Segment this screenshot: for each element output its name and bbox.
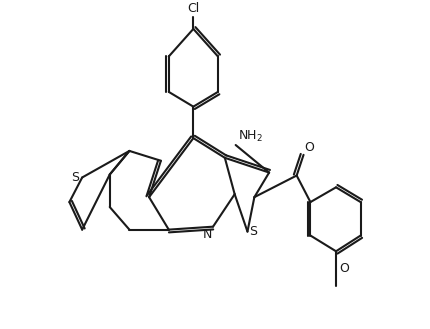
- Text: Cl: Cl: [187, 2, 200, 15]
- Text: S: S: [249, 225, 258, 238]
- Text: S: S: [71, 171, 79, 184]
- Text: NH$_2$: NH$_2$: [238, 129, 263, 144]
- Text: O: O: [339, 263, 349, 275]
- Text: O: O: [304, 141, 314, 154]
- Text: N: N: [203, 228, 212, 240]
